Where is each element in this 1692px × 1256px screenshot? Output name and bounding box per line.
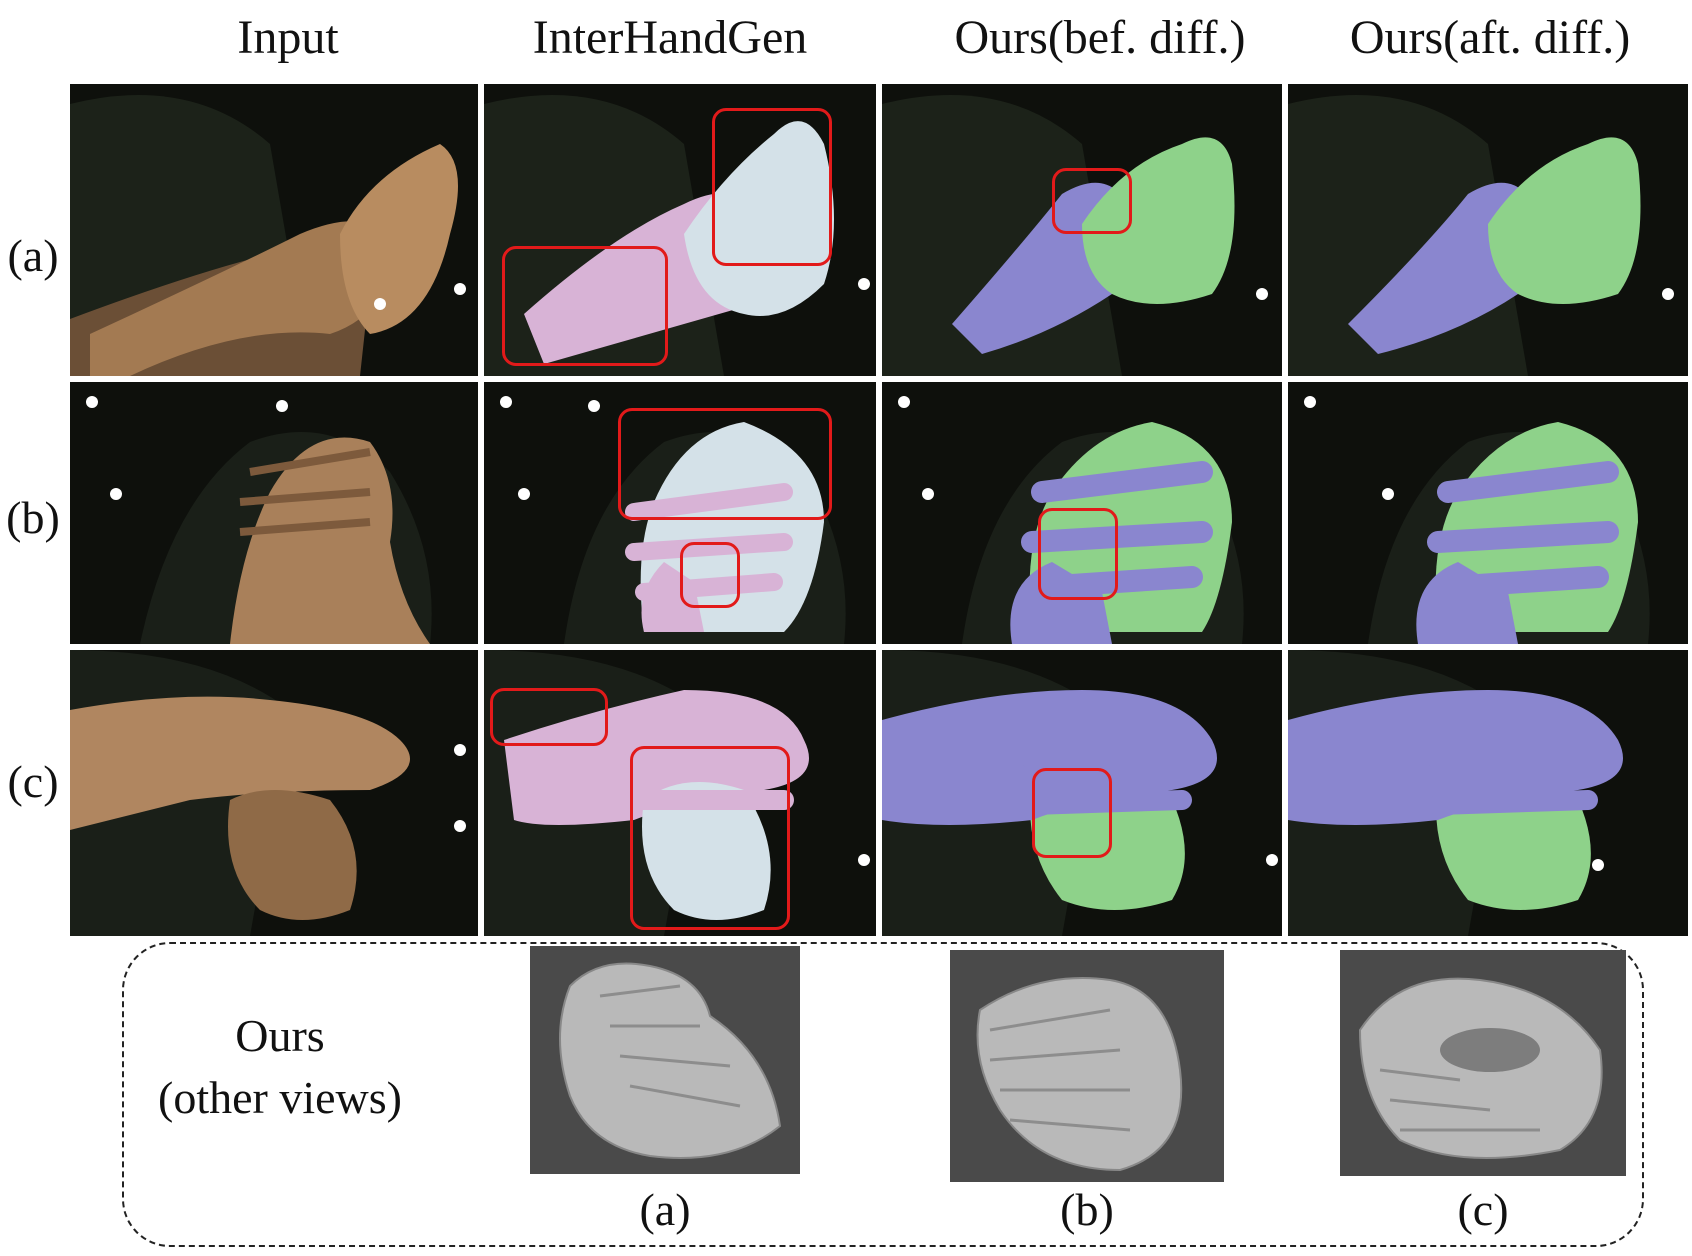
interhandgen-render-b [484,382,876,644]
mesh-view-b [950,950,1224,1182]
other-views-panel [122,942,1644,1247]
interhandgen-render-c [484,650,876,936]
column-header-input: Input [237,11,339,64]
column-header-ours-before-diffusion: Ours(bef. diff.) [954,11,1246,64]
mesh-view-a [530,946,800,1174]
ours-after-render-b [1288,382,1688,644]
other-views-label: Ours (other views) [130,1005,430,1129]
mesh-render-b [976,977,1183,1172]
highlight-box [680,542,740,608]
highlight-box [490,688,608,746]
row-label-c: (c) [7,756,59,807]
input-image-a [70,84,478,376]
highlight-box [712,108,832,266]
mesh-render-c [1358,977,1603,1159]
highlight-box [1032,768,1112,858]
view-label-b: (b) [1060,1184,1114,1235]
highlight-box [1052,168,1132,234]
view-label-c: (c) [1457,1184,1509,1235]
view-label-a: (a) [639,1184,691,1235]
highlight-box [618,408,832,520]
highlight-box [630,746,790,930]
input-image-c [70,650,478,936]
ours-after-render-c [1288,650,1688,936]
row-label-a: (a) [7,230,59,281]
column-header-ours-after-diffusion: Ours(aft. diff.) [1349,11,1631,64]
other-views-label-line1: Ours [235,1010,325,1061]
other-views-label-line2: (other views) [158,1072,402,1123]
hands-photo-b [70,382,478,644]
ours-before-render-b [882,382,1282,644]
ours-after-image-c [1288,650,1688,936]
input-image-b [70,382,478,644]
ours-before-image-b [882,382,1282,644]
highlight-box [502,246,668,366]
mesh-view-c [1340,950,1626,1176]
hands-photo-c [70,650,478,936]
ours-before-image-c [882,650,1282,936]
mesh-render-a [559,962,782,1159]
interhandgen-image-c [484,650,876,936]
interhandgen-image-b [484,382,876,644]
ours-after-render-a [1288,84,1688,376]
ours-before-render-a [882,84,1282,376]
hands-photo-a [70,84,478,376]
ours-after-image-b [1288,382,1688,644]
ours-before-render-c [882,650,1282,936]
ours-before-image-a [882,84,1282,376]
ours-after-image-a [1288,84,1688,376]
column-header-interhandgen: InterHandGen [532,11,808,64]
interhandgen-render-a [484,84,876,376]
interhandgen-image-a [484,84,876,376]
highlight-box [1038,508,1118,600]
row-label-b: (b) [6,492,60,543]
